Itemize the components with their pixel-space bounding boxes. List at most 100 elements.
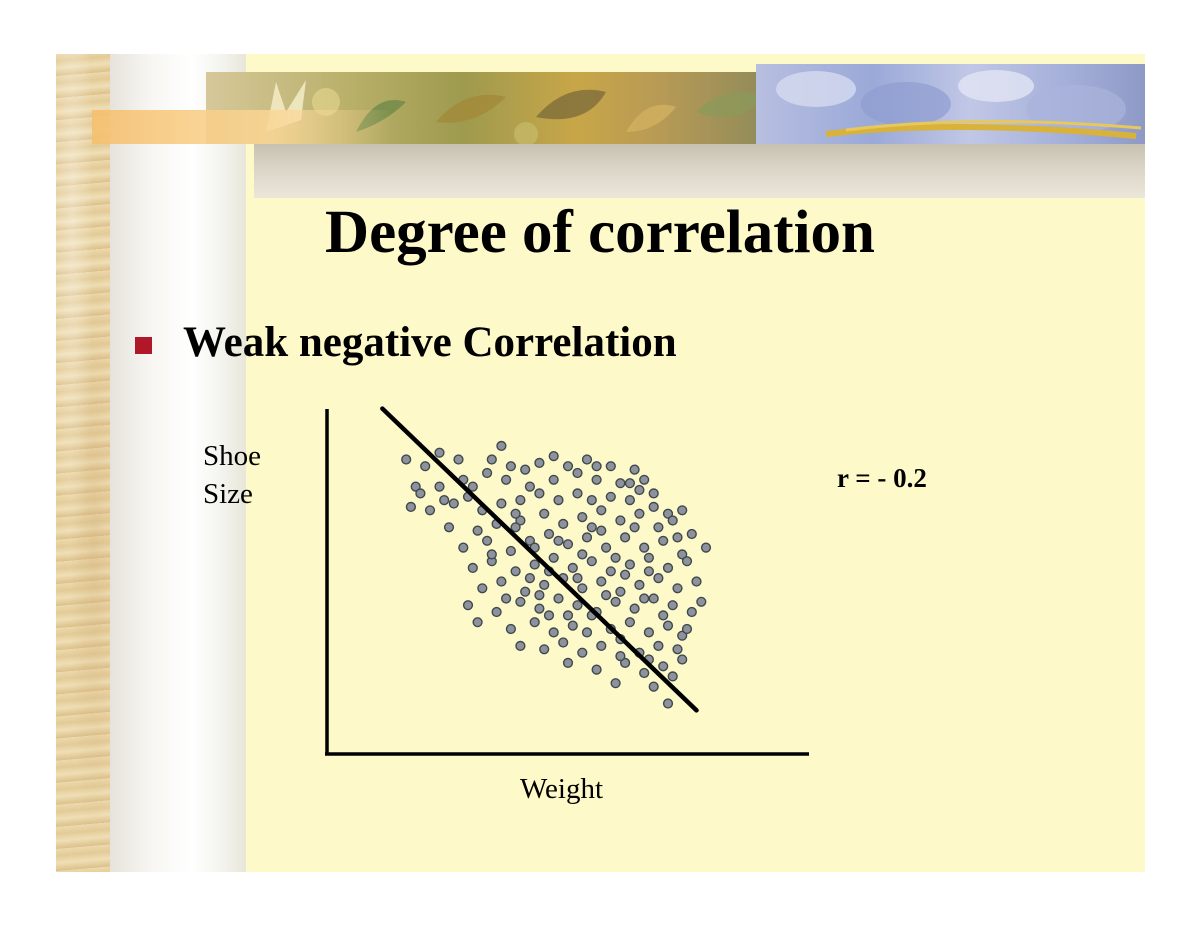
- scatter-point: [548, 552, 559, 563]
- scatter-point: [686, 528, 697, 540]
- scatter-point: [472, 525, 483, 536]
- scatter-point: [510, 522, 521, 533]
- scatter-point: [562, 461, 574, 472]
- scatter-point: [662, 508, 674, 519]
- scatter-point: [639, 542, 650, 553]
- scatter-point: [653, 522, 664, 533]
- scatter-point: [615, 515, 626, 526]
- scatter-point: [486, 454, 497, 465]
- scatter-point: [562, 610, 574, 621]
- scatter-point: [539, 508, 550, 519]
- y-axis-label-line-2: Size: [203, 478, 253, 510]
- scatter-point: [672, 644, 683, 655]
- scatter-point: [667, 515, 678, 526]
- scatter-point: [643, 566, 655, 577]
- scatter-point: [577, 511, 588, 523]
- y-axis-label: Shoe Size: [203, 437, 261, 513]
- scatter-point: [572, 600, 583, 611]
- scatter-point: [453, 454, 464, 465]
- scatter-point: [596, 576, 607, 587]
- scatter-point: [496, 498, 507, 509]
- scatter-point: [653, 640, 664, 652]
- scatter-point: [482, 535, 493, 546]
- scatter-point: [501, 474, 512, 485]
- scatter-point: [600, 589, 612, 601]
- scatter-point: [639, 474, 650, 485]
- scatter-point: [648, 681, 659, 692]
- scatter-point: [553, 535, 564, 546]
- scatter-point: [515, 495, 526, 506]
- scatter-point: [700, 542, 712, 553]
- scatter-point: [658, 610, 669, 621]
- scatter-point: [624, 559, 636, 570]
- scatter-point: [486, 549, 497, 560]
- scatter-point: [482, 467, 493, 479]
- scatter-point: [439, 495, 450, 506]
- scatter-point: [591, 664, 602, 675]
- scatter-point: [524, 481, 536, 492]
- scatter-point: [501, 593, 512, 604]
- scatter-point: [515, 515, 526, 526]
- scatter-point: [596, 525, 607, 536]
- header-shadow-bar: [254, 144, 1145, 198]
- scatter-point: [405, 501, 417, 513]
- scatter-point: [648, 501, 659, 513]
- parchment-strip: [56, 54, 110, 872]
- scatter-point: [662, 698, 674, 709]
- scatter-point: [677, 549, 688, 560]
- stone-banner-image: [756, 64, 1145, 144]
- scatter-point: [605, 461, 616, 472]
- scatter-point: [686, 606, 697, 618]
- scatter-point: [615, 650, 626, 662]
- scatter-point: [524, 535, 536, 546]
- scatter-point: [610, 596, 621, 607]
- scatter-point: [605, 566, 616, 577]
- scatter-point: [410, 481, 421, 492]
- scatter-point: [681, 623, 693, 635]
- scatter-point: [677, 630, 688, 641]
- scatter-point: [420, 461, 431, 472]
- scatter-point: [634, 508, 645, 519]
- scatter-point: [548, 627, 559, 638]
- scatter-point: [505, 623, 517, 635]
- scatter-point: [605, 491, 616, 502]
- scatter-point: [510, 508, 521, 519]
- scatter-point: [696, 596, 707, 607]
- scatter-point: [619, 657, 631, 669]
- scatter-point: [591, 461, 602, 472]
- scatter-point: [586, 522, 597, 533]
- scatter-point: [615, 586, 626, 597]
- scatter-point: [505, 545, 517, 557]
- scatter-point: [515, 640, 526, 652]
- scatter-point: [581, 532, 593, 543]
- scatter-point: [401, 454, 412, 465]
- scatter-point: [591, 474, 602, 485]
- scatter-point: [662, 562, 674, 574]
- scatter-point: [662, 620, 674, 631]
- scatter-point: [677, 654, 688, 665]
- scatter-point: [634, 484, 645, 496]
- stones-pattern-icon: [776, 70, 1142, 139]
- scatter-point: [629, 603, 640, 614]
- scatter-point: [558, 637, 569, 648]
- scatter-point: [496, 576, 507, 587]
- scatter-point: [586, 495, 597, 506]
- scatter-point: [629, 522, 640, 533]
- scatter-point: [543, 610, 555, 621]
- scatter-point: [658, 661, 669, 672]
- scatter-point: [558, 518, 569, 530]
- scatter-point: [539, 579, 550, 591]
- scatter-point: [658, 535, 669, 546]
- scatter-point: [534, 488, 545, 499]
- scatter-point: [467, 562, 478, 574]
- scatter-point: [553, 495, 564, 506]
- scatter-point: [629, 464, 640, 475]
- scatter-point: [572, 572, 583, 584]
- scatter-point: [434, 481, 445, 492]
- gradient-band: [110, 54, 246, 872]
- orange-accent-strip: [92, 110, 392, 144]
- scatter-point: [467, 481, 478, 492]
- scatter-point: [634, 579, 645, 591]
- scatter-point: [667, 600, 678, 611]
